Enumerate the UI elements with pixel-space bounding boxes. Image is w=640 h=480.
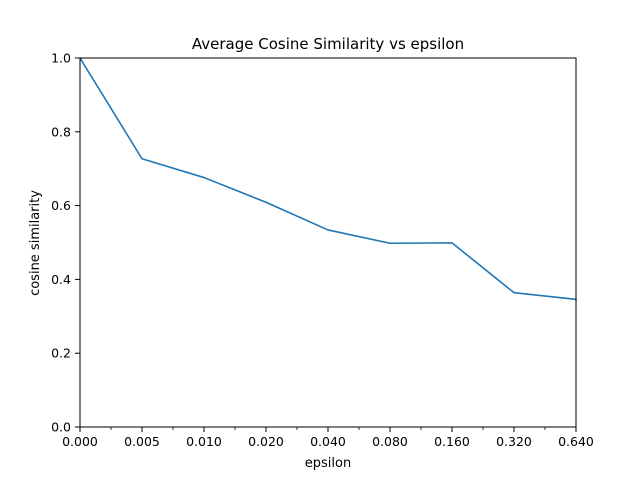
x-tick-label: 0.080 xyxy=(372,434,408,449)
series-line-0 xyxy=(78,56,577,301)
y-tick-label: 0.8 xyxy=(51,124,71,139)
y-tick-label: 0.0 xyxy=(51,420,71,435)
y-tick-label: 0.2 xyxy=(51,346,71,361)
x-tick-label: 0.000 xyxy=(62,434,98,449)
y-axis-ticks: 0.0 0.2 0.4 0.6 0.8 1.0 xyxy=(51,51,80,435)
x-tick-label: 0.010 xyxy=(186,434,222,449)
x-axis-ticks: 0.000 0.005 0.010 0.020 0.040 0.080 0.160 0.320… xyxy=(62,427,594,449)
x-tick-label: 0.640 xyxy=(558,434,594,449)
plot-area-frame xyxy=(79,57,577,428)
x-tick-label: 0.160 xyxy=(434,434,470,449)
y-tick-label: 1.0 xyxy=(51,51,71,66)
x-axis-label: epsilon xyxy=(305,456,351,471)
x-tick-label: 0.040 xyxy=(310,434,346,449)
y-tick-label: 0.4 xyxy=(51,272,71,287)
x-tick-label: 0.005 xyxy=(124,434,160,449)
chart-title: Average Cosine Similarity vs epsilon xyxy=(192,35,464,53)
y-tick-label: 0.6 xyxy=(51,198,71,213)
x-tick-label: 0.020 xyxy=(248,434,284,449)
y-axis-label: cosine similarity xyxy=(28,190,43,296)
series-layer xyxy=(78,56,577,301)
x-tick-label: 0.320 xyxy=(496,434,532,449)
